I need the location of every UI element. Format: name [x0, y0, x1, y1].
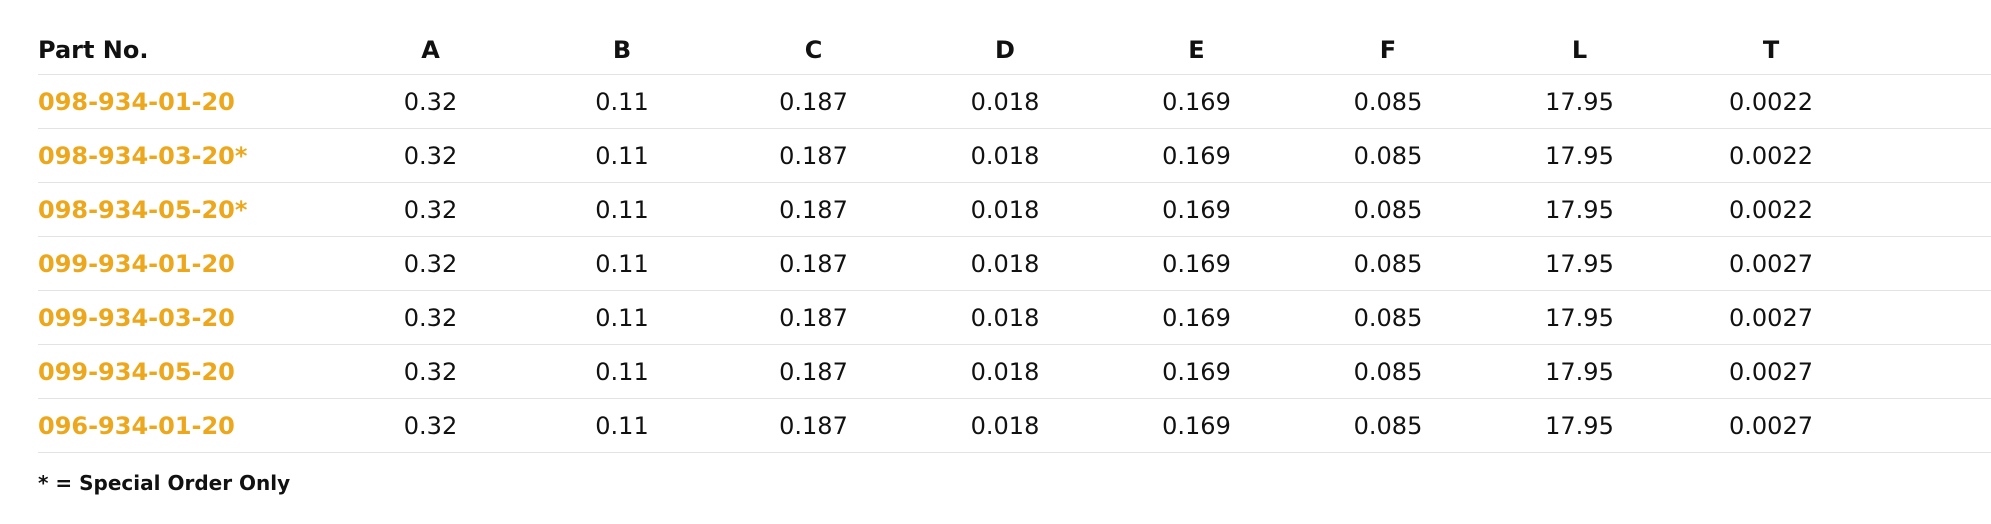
cell-value-l: 17.95 [1483, 344, 1676, 399]
column-header-a: A [334, 26, 527, 75]
cell-value-t: 0.0027 [1676, 236, 1866, 291]
column-header-l: L [1483, 26, 1676, 75]
cell-value-f: 0.085 [1293, 74, 1483, 129]
cell-value-b: 0.11 [527, 74, 717, 129]
cell-value-f: 0.085 [1293, 344, 1483, 399]
parts-table-container: Part No. A B C D E F L T 098-934-01-20 0.… [38, 26, 1991, 495]
cell-value-e: 0.169 [1100, 398, 1293, 453]
cell-value-f: 0.085 [1293, 236, 1483, 291]
part-number-link[interactable]: 099-934-01-20 [38, 236, 334, 291]
cell-value-f: 0.085 [1293, 290, 1483, 345]
cell-value-t: 0.0022 [1676, 74, 1866, 129]
cell-value-l: 17.95 [1483, 74, 1676, 129]
cell-value-a: 0.32 [334, 74, 527, 129]
cell-value-t: 0.0027 [1676, 290, 1866, 345]
cell-spacer [1866, 344, 1991, 399]
cell-value-a: 0.32 [334, 398, 527, 453]
cell-value-a: 0.32 [334, 236, 527, 291]
table-row: 099-934-01-20 0.32 0.11 0.187 0.018 0.169 0.08… [38, 236, 1991, 291]
table-row: 096-934-01-20 0.32 0.11 0.187 0.018 0.169 0.08… [38, 398, 1991, 453]
part-number-link[interactable]: 096-934-01-20 [38, 398, 334, 453]
column-header-b: B [527, 26, 717, 75]
cell-value-c: 0.187 [717, 344, 910, 399]
cell-value-e: 0.169 [1100, 182, 1293, 237]
cell-value-a: 0.32 [334, 182, 527, 237]
cell-value-c: 0.187 [717, 128, 910, 183]
cell-value-b: 0.11 [527, 182, 717, 237]
cell-value-d: 0.018 [910, 74, 1100, 129]
part-number-link[interactable]: 098-934-05-20* [38, 182, 334, 237]
cell-value-c: 0.187 [717, 74, 910, 129]
column-header-e: E [1100, 26, 1293, 75]
cell-spacer [1866, 290, 1991, 345]
cell-value-d: 0.018 [910, 398, 1100, 453]
cell-value-l: 17.95 [1483, 128, 1676, 183]
column-header-t: T [1676, 26, 1866, 75]
cell-value-t: 0.0027 [1676, 344, 1866, 399]
cell-value-f: 0.085 [1293, 128, 1483, 183]
cell-value-b: 0.11 [527, 290, 717, 345]
cell-value-b: 0.11 [527, 236, 717, 291]
cell-value-f: 0.085 [1293, 398, 1483, 453]
cell-value-b: 0.11 [527, 128, 717, 183]
cell-spacer [1866, 74, 1991, 129]
cell-value-e: 0.169 [1100, 128, 1293, 183]
cell-spacer [1866, 128, 1991, 183]
table-row: 099-934-03-20 0.32 0.11 0.187 0.018 0.169 0.08… [38, 290, 1991, 345]
cell-value-e: 0.169 [1100, 344, 1293, 399]
part-number-link[interactable]: 099-934-05-20 [38, 344, 334, 399]
parts-table: Part No. A B C D E F L T 098-934-01-20 0.… [38, 26, 1991, 453]
part-number-link[interactable]: 099-934-03-20 [38, 290, 334, 345]
cell-value-a: 0.32 [334, 128, 527, 183]
cell-value-d: 0.018 [910, 182, 1100, 237]
table-row: 099-934-05-20 0.32 0.11 0.187 0.018 0.169 0.08… [38, 344, 1991, 399]
cell-value-d: 0.018 [910, 128, 1100, 183]
cell-value-l: 17.95 [1483, 236, 1676, 291]
cell-spacer [1866, 236, 1991, 291]
cell-spacer [1866, 182, 1991, 237]
cell-value-b: 0.11 [527, 344, 717, 399]
cell-value-c: 0.187 [717, 182, 910, 237]
cell-spacer [1866, 398, 1991, 453]
column-header-c: C [717, 26, 910, 75]
cell-value-a: 0.32 [334, 344, 527, 399]
cell-value-d: 0.018 [910, 236, 1100, 291]
cell-value-a: 0.32 [334, 290, 527, 345]
cell-value-c: 0.187 [717, 290, 910, 345]
cell-value-c: 0.187 [717, 398, 910, 453]
cell-value-e: 0.169 [1100, 290, 1293, 345]
table-row: 098-934-01-20 0.32 0.11 0.187 0.018 0.169 0.08… [38, 74, 1991, 129]
cell-value-e: 0.169 [1100, 236, 1293, 291]
part-number-link[interactable]: 098-934-03-20* [38, 128, 334, 183]
column-header-part-no: Part No. [38, 26, 334, 75]
part-number-link[interactable]: 098-934-01-20 [38, 74, 334, 129]
table-row: 098-934-05-20* 0.32 0.11 0.187 0.018 0.169 0.0… [38, 182, 1991, 237]
cell-value-l: 17.95 [1483, 290, 1676, 345]
table-header-row: Part No. A B C D E F L T [38, 26, 1991, 75]
cell-value-b: 0.11 [527, 398, 717, 453]
column-header-spacer [1866, 26, 1991, 75]
table-row: 098-934-03-20* 0.32 0.11 0.187 0.018 0.169 0.0… [38, 128, 1991, 183]
cell-value-l: 17.95 [1483, 182, 1676, 237]
column-header-d: D [910, 26, 1100, 75]
cell-value-f: 0.085 [1293, 182, 1483, 237]
column-header-f: F [1293, 26, 1483, 75]
cell-value-t: 0.0022 [1676, 182, 1866, 237]
cell-value-t: 0.0027 [1676, 398, 1866, 453]
cell-value-c: 0.187 [717, 236, 910, 291]
cell-value-l: 17.95 [1483, 398, 1676, 453]
cell-value-d: 0.018 [910, 344, 1100, 399]
cell-value-t: 0.0022 [1676, 128, 1866, 183]
special-order-note: * = Special Order Only [38, 471, 291, 495]
cell-value-e: 0.169 [1100, 74, 1293, 129]
cell-value-d: 0.018 [910, 290, 1100, 345]
